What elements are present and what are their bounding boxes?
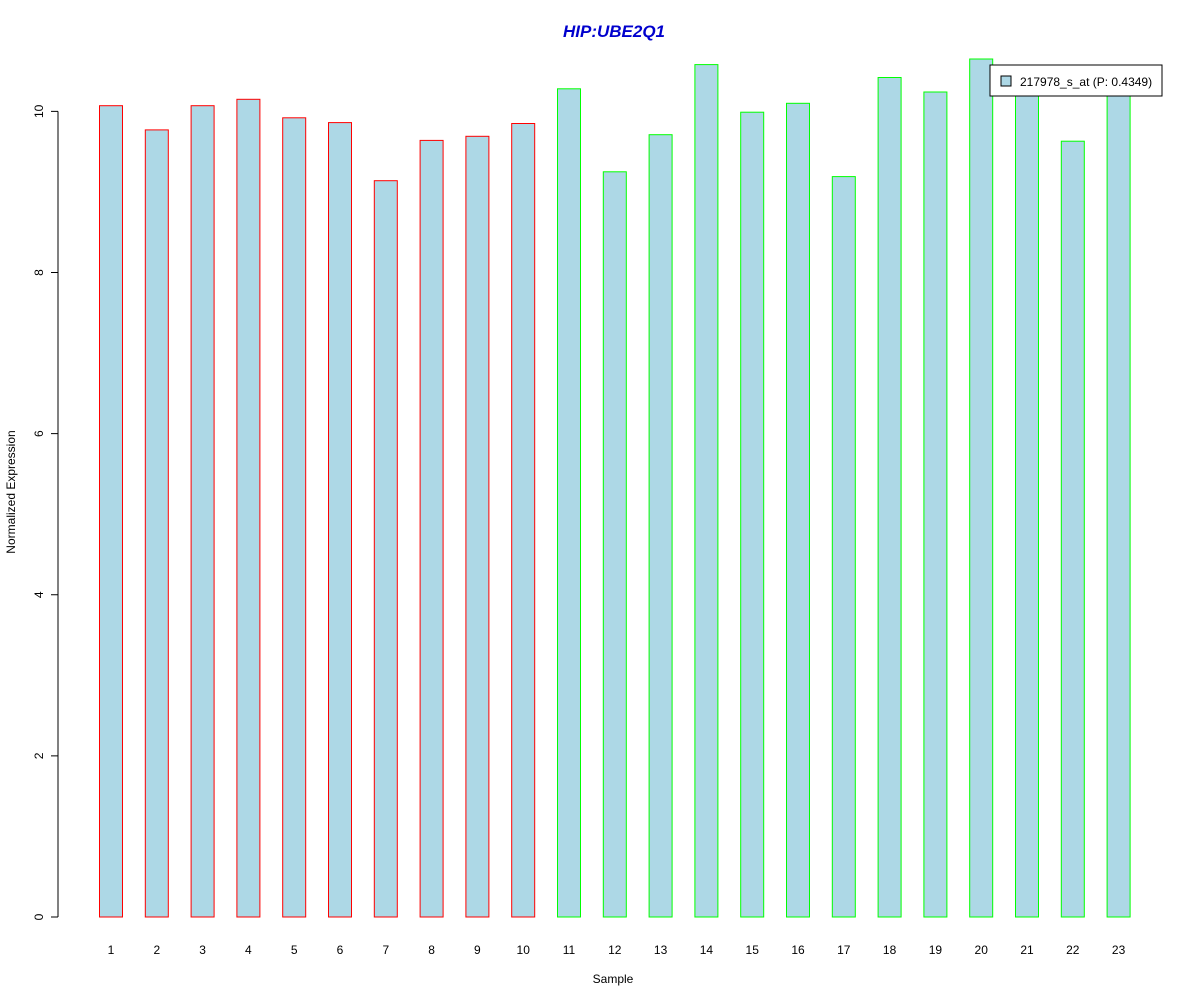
bar-sample-20 bbox=[969, 58, 994, 918]
x-tick-label: 10 bbox=[517, 943, 531, 957]
y-axis-label: Normalized Expression bbox=[4, 430, 18, 553]
bar-sample-2 bbox=[144, 129, 169, 918]
x-tick-label: 1 bbox=[108, 943, 115, 957]
x-tick-label: 15 bbox=[746, 943, 760, 957]
bar-sample-12 bbox=[602, 171, 627, 918]
x-tick-label: 6 bbox=[337, 943, 344, 957]
bar-sample-1 bbox=[99, 105, 123, 918]
bar-sample-3 bbox=[190, 105, 215, 918]
x-tick-label: 7 bbox=[382, 943, 389, 957]
bar-sample-4 bbox=[236, 98, 261, 918]
y-axis: 0 2 4 6 8 10 bbox=[32, 104, 59, 920]
x-tick-label: 9 bbox=[474, 943, 481, 957]
bar-sample-19 bbox=[923, 91, 948, 918]
legend-label: 217978_s_at (P: 0.4349) bbox=[1020, 75, 1152, 89]
bar-sample-22 bbox=[1060, 140, 1085, 918]
bar-sample-23 bbox=[1106, 94, 1131, 918]
legend: 217978_s_at (P: 0.4349) bbox=[989, 64, 1163, 97]
bar-sample-16 bbox=[786, 102, 810, 918]
y-tick-label: 10 bbox=[32, 104, 46, 118]
chart-title: HIP:UBE2Q1 bbox=[563, 22, 665, 41]
bar-sample-18 bbox=[877, 77, 902, 918]
y-tick-label: 4 bbox=[32, 591, 46, 598]
x-tick-label: 14 bbox=[700, 943, 714, 957]
x-tick-label: 2 bbox=[153, 943, 160, 957]
bar-sample-5 bbox=[282, 117, 307, 918]
x-tick-label: 4 bbox=[245, 943, 252, 957]
bar-sample-6 bbox=[328, 122, 352, 918]
legend-box bbox=[989, 64, 1163, 97]
bar-sample-14 bbox=[694, 64, 719, 918]
bar-sample-15 bbox=[740, 111, 765, 918]
x-tick-labels: 1 2 3 4 5 6 7 8 9 10 11 12 13 14 15 16 17 18 19 20 21 22 23 bbox=[108, 943, 1126, 957]
x-tick-label: 21 bbox=[1020, 943, 1034, 957]
x-tick-label: 18 bbox=[883, 943, 897, 957]
x-tick-label: 22 bbox=[1066, 943, 1080, 957]
bar-sample-13 bbox=[648, 134, 673, 918]
x-tick-label: 12 bbox=[608, 943, 622, 957]
bar-sample-17 bbox=[831, 176, 856, 918]
x-tick-label: 16 bbox=[791, 943, 805, 957]
x-tick-label: 5 bbox=[291, 943, 298, 957]
x-tick-label: 3 bbox=[199, 943, 206, 957]
x-tick-label: 8 bbox=[428, 943, 435, 957]
y-tick-label: 0 bbox=[32, 913, 46, 920]
y-tick-label: 6 bbox=[32, 430, 46, 437]
bar-sample-11 bbox=[557, 88, 581, 918]
bar-sample-9 bbox=[465, 135, 490, 918]
x-tick-label: 20 bbox=[975, 943, 989, 957]
x-tick-label: 19 bbox=[929, 943, 943, 957]
x-tick-label: 13 bbox=[654, 943, 668, 957]
bar-sample-10 bbox=[511, 123, 536, 918]
x-tick-label: 23 bbox=[1112, 943, 1126, 957]
bar-sample-21 bbox=[1015, 89, 1039, 918]
bar-sample-7 bbox=[373, 180, 398, 918]
x-tick-label: 17 bbox=[837, 943, 851, 957]
legend-swatch bbox=[1000, 75, 1012, 87]
x-axis-label: Sample bbox=[593, 972, 634, 986]
y-tick-label: 8 bbox=[32, 269, 46, 276]
y-tick-label: 2 bbox=[32, 752, 46, 759]
bars bbox=[99, 58, 1131, 918]
x-tick-label: 11 bbox=[563, 943, 576, 957]
bar-sample-8 bbox=[419, 139, 444, 918]
